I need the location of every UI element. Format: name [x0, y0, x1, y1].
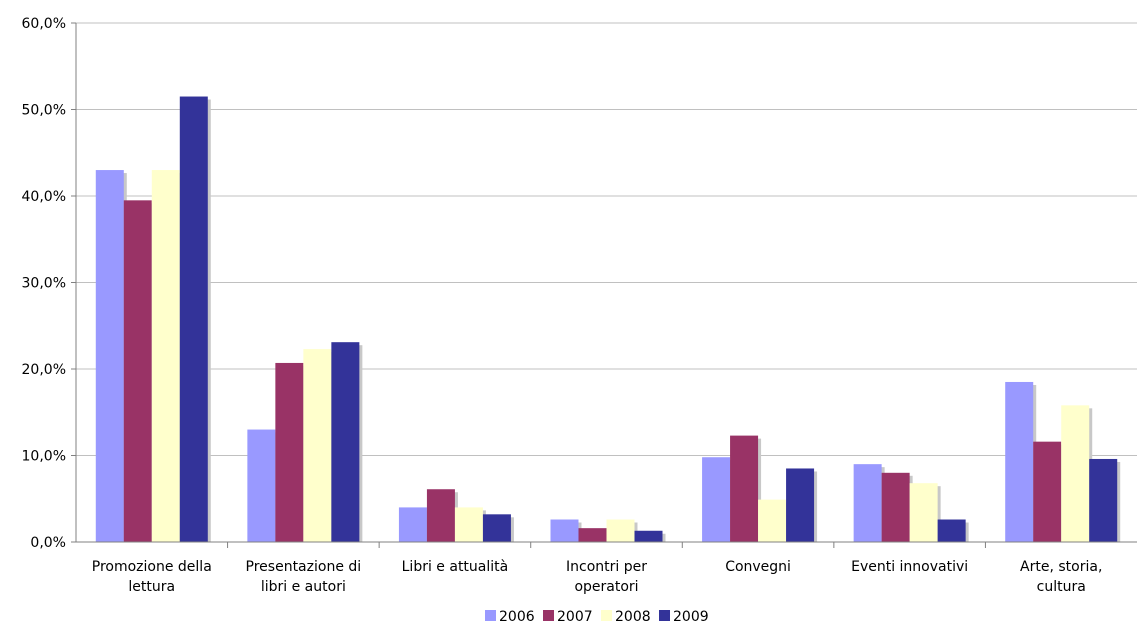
- bar-2007: [275, 362, 304, 542]
- bar-2007: [730, 435, 759, 542]
- y-tick-label: 0,0%: [30, 535, 66, 551]
- x-category-label: cultura: [1037, 579, 1086, 595]
- y-tick-label: 10,0%: [22, 449, 66, 465]
- axes: [71, 22, 1137, 548]
- bar-2007: [881, 472, 910, 542]
- labels: 0,0% 10,0% 20,0% 30,0% 40,0% 50,0% 60,0% Promoz…: [22, 16, 1103, 595]
- x-category-label: Presentazione di: [246, 559, 362, 575]
- bar-2009: [786, 468, 815, 542]
- legend-swatch-2007: [543, 610, 554, 621]
- x-category-label: Convegni: [725, 559, 791, 575]
- legend-label-2007: 2007: [557, 609, 593, 625]
- bar-2008: [303, 349, 332, 542]
- legend-swatch-2006: [485, 610, 496, 621]
- bar-2009: [1089, 458, 1118, 542]
- x-category-label: Promozione della: [92, 559, 212, 575]
- legend-label-2009: 2009: [673, 609, 709, 625]
- bar-2006: [853, 464, 882, 542]
- bar-2008: [758, 499, 787, 542]
- bar-2007: [1033, 441, 1062, 542]
- x-category-label: Libri e attualità: [402, 559, 509, 575]
- x-category-label: Incontri per: [566, 559, 647, 575]
- x-category-label: libri e autori: [261, 579, 346, 595]
- bar-2006: [1005, 381, 1034, 542]
- bar-2007: [426, 489, 455, 542]
- bars: [95, 96, 1121, 543]
- bar-2009: [482, 514, 511, 542]
- legend-swatch-2009: [659, 610, 670, 621]
- legend-swatch-2008: [601, 610, 612, 621]
- bar-2007: [123, 200, 152, 542]
- bar-2009: [634, 530, 663, 542]
- y-tick-label: 60,0%: [22, 16, 66, 32]
- x-category-label: Arte, storia,: [1020, 559, 1102, 575]
- bar-2009: [937, 519, 966, 542]
- bar-2006: [702, 457, 731, 542]
- bar-2006: [95, 170, 124, 543]
- bar-2008: [1061, 405, 1090, 542]
- bar-2006: [247, 429, 276, 542]
- bar-2006: [398, 507, 427, 542]
- legend-label-2006: 2006: [499, 609, 535, 625]
- legend-label-2008: 2008: [615, 609, 651, 625]
- bar-2008: [454, 507, 483, 542]
- y-tick-label: 20,0%: [22, 362, 66, 378]
- x-category-label: operatori: [574, 579, 638, 595]
- bar-2006: [550, 519, 579, 542]
- bar-2009: [331, 342, 360, 542]
- y-tick-label: 40,0%: [22, 189, 66, 205]
- bar-2008: [151, 170, 180, 543]
- x-category-label: lettura: [128, 579, 175, 595]
- gridlines: [76, 22, 1137, 456]
- legend: 2006 2007 2008 2009: [485, 609, 709, 625]
- x-category-label: Eventi innovativi: [851, 559, 968, 575]
- bar-2008: [606, 519, 635, 542]
- bar-2008: [909, 483, 938, 542]
- bar-2009: [179, 96, 208, 543]
- bar-2007: [578, 528, 607, 542]
- y-tick-label: 50,0%: [22, 103, 66, 119]
- y-tick-label: 30,0%: [22, 276, 66, 292]
